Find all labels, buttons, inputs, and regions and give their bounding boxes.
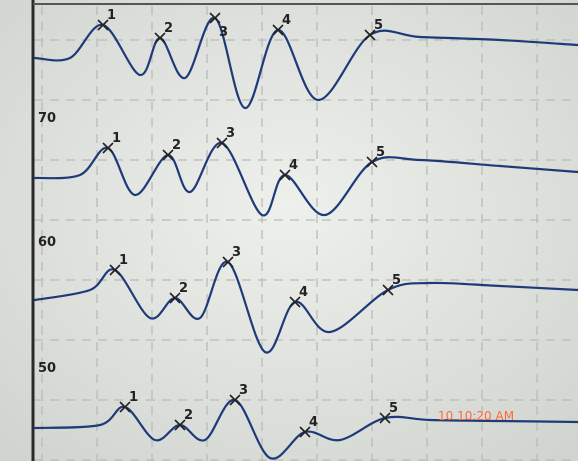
peak-label: 1 — [119, 253, 128, 268]
peak-label: 2 — [172, 138, 181, 153]
peak-label: 4 — [299, 285, 308, 300]
level-label: 70 — [38, 111, 56, 126]
peak-label: 5 — [389, 401, 398, 416]
peak-label: 1 — [129, 390, 138, 405]
peak-label: 5 — [376, 145, 385, 160]
peak-label: 4 — [289, 158, 298, 173]
abr-printout-photo: 70 60 50 1 2 3 4 5 1 2 3 4 5 1 2 3 4 5 1 2 3 4 5 10 10:20 A… — [0, 0, 578, 461]
paper — [0, 0, 578, 461]
peak-label: 2 — [184, 408, 193, 423]
peak-label: 1 — [112, 131, 121, 146]
peak-label: 3 — [232, 245, 241, 260]
peak-label: 5 — [374, 18, 383, 33]
peak-label: 2 — [164, 21, 173, 36]
peak-label: 5 — [392, 273, 401, 288]
peak-label: 3 — [239, 383, 248, 398]
peak-label: 1 — [107, 8, 116, 23]
peak-label: 3 — [219, 25, 228, 40]
level-label: 50 — [38, 361, 56, 376]
level-label: 60 — [38, 235, 56, 250]
peak-label: 4 — [309, 415, 318, 430]
peak-label: 3 — [226, 126, 235, 141]
peak-label: 4 — [282, 13, 291, 28]
peak-label: 2 — [179, 281, 188, 296]
timestamp: 10 10:20 AM — [438, 409, 514, 423]
